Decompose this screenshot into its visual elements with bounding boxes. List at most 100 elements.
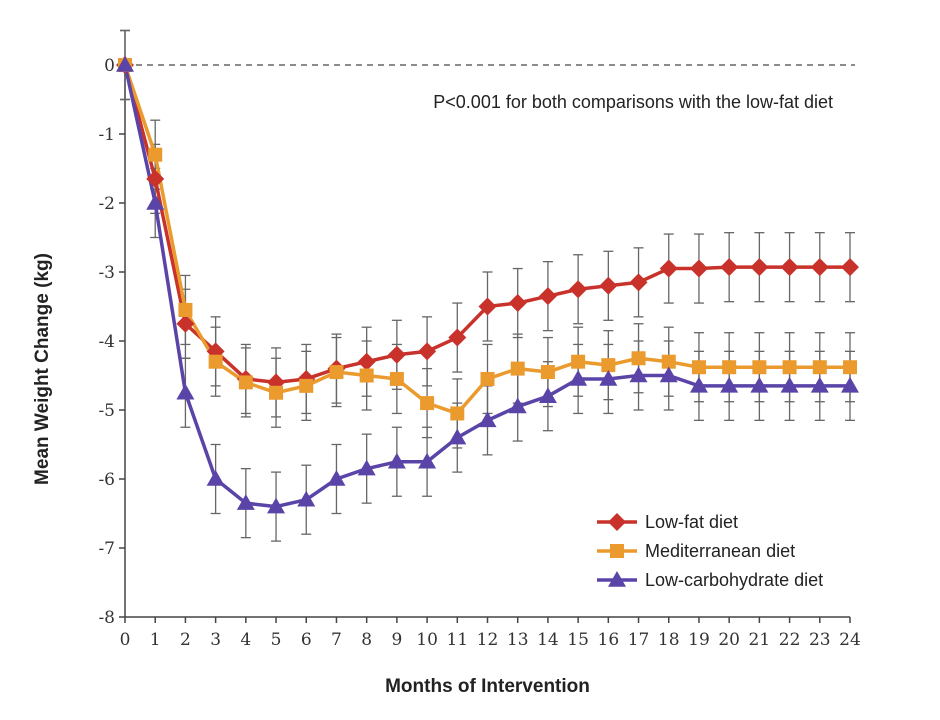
legend-marker-mediterranean-diet	[610, 544, 624, 558]
point-low-carbohydrate-diet	[810, 376, 829, 393]
point-low-fat-diet	[418, 342, 437, 361]
point-low-fat-diet	[659, 259, 678, 278]
point-mediterranean-diet	[480, 371, 495, 386]
point-mediterranean-diet	[208, 354, 223, 369]
point-low-fat-diet	[629, 273, 648, 292]
point-mediterranean-diet	[571, 354, 586, 369]
point-low-carbohydrate-diet	[599, 369, 618, 386]
point-low-fat-diet	[357, 352, 376, 371]
point-low-carbohydrate-diet	[750, 376, 769, 393]
point-low-carbohydrate-diet	[236, 494, 255, 510]
point-low-carbohydrate-diet	[387, 452, 406, 469]
point-mediterranean-diet	[661, 354, 676, 369]
point-low-fat-diet	[720, 258, 739, 277]
legend-label-mediterranean-diet: Mediterranean diet	[645, 541, 795, 561]
x-tick-label: 23	[809, 630, 831, 650]
point-low-fat-diet	[750, 258, 769, 277]
point-low-carbohydrate-diet	[780, 376, 799, 393]
x-tick-label: 1	[150, 630, 161, 650]
legend-marker-low-carbohydrate-diet	[608, 571, 626, 587]
point-low-fat-diet	[780, 258, 799, 277]
point-low-carbohydrate-diet	[116, 56, 134, 72]
x-tick-label: 3	[210, 630, 221, 650]
point-low-carbohydrate-diet	[448, 428, 467, 445]
point-mediterranean-diet	[359, 368, 374, 383]
point-low-fat-diet	[478, 297, 497, 316]
y-tick-label: -2	[98, 194, 115, 214]
x-tick-label: 10	[416, 630, 438, 650]
point-mediterranean-diet	[269, 385, 284, 400]
x-tick-label: 0	[120, 630, 131, 650]
point-low-carbohydrate-diet	[659, 366, 678, 383]
point-low-fat-diet	[599, 276, 618, 295]
point-mediterranean-diet	[752, 360, 767, 375]
legend: Low-fat diet Mediterranean diet Low-carboh…	[597, 512, 823, 590]
point-low-carbohydrate-diet	[418, 452, 437, 469]
y-tick-label: -1	[98, 125, 115, 145]
x-tick-label: 19	[688, 630, 710, 650]
y-axis-title: Mean Weight Change (kg)	[32, 253, 53, 485]
point-low-carbohydrate-diet	[508, 397, 527, 414]
x-tick-label: 20	[718, 630, 740, 650]
point-low-fat-diet	[841, 258, 859, 277]
x-tick-label: 11	[446, 630, 468, 650]
y-tick-label: -8	[98, 608, 115, 628]
point-low-carbohydrate-diet	[267, 497, 286, 514]
point-low-fat-diet	[176, 314, 195, 333]
x-tick-label: 7	[331, 630, 342, 650]
point-mediterranean-diet	[389, 371, 404, 386]
point-mediterranean-diet	[238, 375, 253, 390]
point-low-fat-diet	[810, 258, 829, 277]
x-tick-label: 22	[779, 630, 801, 650]
point-low-carbohydrate-diet	[569, 369, 588, 386]
point-mediterranean-diet	[812, 360, 827, 375]
point-low-fat-diet	[569, 280, 588, 299]
point-low-fat-diet	[508, 294, 527, 313]
point-mediterranean-diet	[843, 360, 857, 375]
point-mediterranean-diet	[329, 365, 344, 380]
point-low-fat-diet	[387, 345, 406, 364]
point-low-carbohydrate-diet	[629, 366, 648, 383]
point-low-fat-diet	[146, 169, 165, 188]
x-tick-label: 14	[537, 630, 559, 650]
point-low-fat-diet	[448, 328, 467, 347]
legend-label-low-carbohydrate-diet: Low-carbohydrate diet	[645, 570, 823, 590]
x-tick-label: 17	[628, 630, 650, 650]
point-mediterranean-diet	[299, 378, 314, 393]
point-mediterranean-diet	[601, 358, 616, 373]
x-tick-label: 6	[301, 630, 312, 650]
x-tick-label: 9	[391, 630, 402, 650]
point-low-carbohydrate-diet	[297, 490, 316, 507]
legend-marker-low-fat-diet	[608, 513, 626, 531]
legend-label-low-fat-diet: Low-fat diet	[645, 512, 738, 532]
point-low-fat-diet	[538, 287, 557, 306]
y-tick-label: -5	[98, 401, 115, 421]
x-tick-label: 5	[271, 630, 282, 650]
y-tick-label: -3	[98, 263, 115, 283]
x-tick-label: 16	[598, 630, 620, 650]
point-low-carbohydrate-diet	[689, 376, 708, 393]
point-mediterranean-diet	[420, 396, 435, 411]
x-tick-label: 18	[658, 630, 680, 650]
point-low-carbohydrate-diet	[146, 194, 165, 210]
y-tick-label: -7	[98, 539, 115, 559]
point-low-carbohydrate-diet	[327, 470, 346, 486]
x-tick-label: 15	[567, 630, 589, 650]
point-low-carbohydrate-diet	[176, 383, 195, 400]
point-mediterranean-diet	[450, 406, 465, 421]
point-low-carbohydrate-diet	[478, 411, 497, 428]
y-tick-label: 0	[104, 56, 115, 76]
x-tick-label: 12	[477, 630, 499, 650]
x-tick-label: 21	[749, 630, 771, 650]
significance-annotation: P<0.001 for both comparisons with the lo…	[433, 92, 833, 112]
point-low-fat-diet	[689, 259, 708, 278]
x-tick-label: 8	[361, 630, 372, 650]
x-tick-label: 4	[240, 630, 251, 650]
point-mediterranean-diet	[631, 351, 646, 366]
point-mediterranean-diet	[178, 302, 193, 317]
series-markers	[116, 56, 859, 514]
point-low-carbohydrate-diet	[357, 459, 376, 476]
x-tick-label: 2	[180, 630, 191, 650]
point-low-carbohydrate-diet	[841, 376, 859, 393]
